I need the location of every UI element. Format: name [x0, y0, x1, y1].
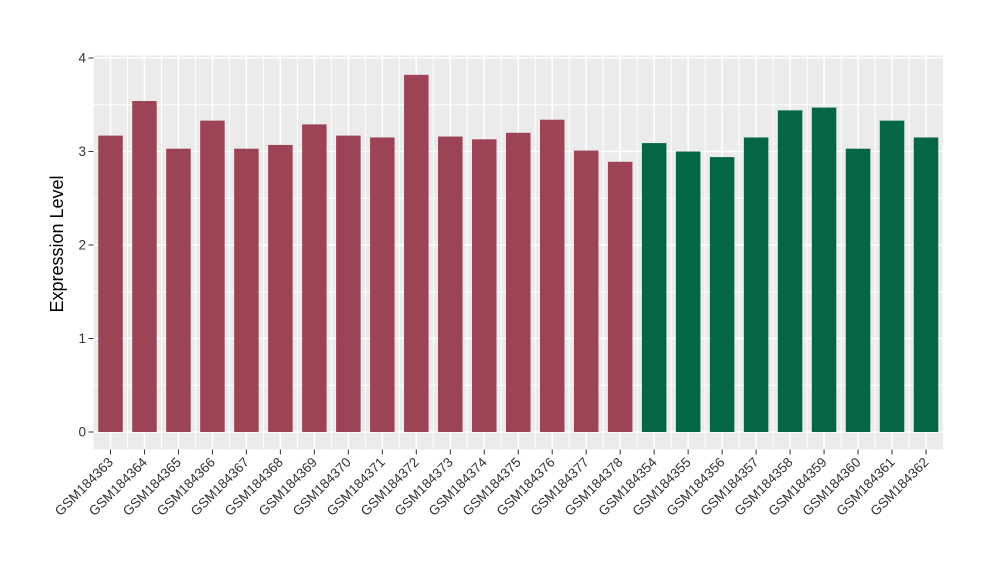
bar-GSM184370	[336, 135, 361, 433]
bar-GSM184355	[675, 151, 701, 432]
bar-GSM184357	[743, 137, 769, 432]
bar-GSM184369	[302, 124, 327, 432]
y-tick-label-3: 3	[78, 144, 86, 159]
bar-GSM184356	[709, 157, 735, 433]
bar-GSM184377	[573, 150, 599, 432]
y-tick-label-4: 4	[78, 51, 86, 66]
bar-GSM184376	[539, 119, 565, 433]
bar-GSM184375	[506, 132, 531, 433]
y-tick-label-1: 1	[78, 331, 86, 346]
bar-GSM184371	[370, 137, 395, 432]
bar-GSM184367	[234, 148, 259, 432]
bar-GSM184360	[845, 148, 871, 432]
bar-GSM184372	[404, 74, 429, 432]
bar-GSM184373	[438, 136, 463, 433]
bar-GSM184365	[166, 148, 191, 432]
bar-GSM184358	[777, 110, 803, 433]
y-tick-label-2: 2	[78, 238, 86, 253]
bar-GSM184368	[268, 144, 293, 432]
y-axis-title: Expression Level	[47, 175, 67, 312]
bar-GSM184366	[200, 120, 225, 433]
bar-GSM184363	[98, 135, 123, 433]
bars-layer	[98, 74, 939, 433]
bar-GSM184378	[607, 161, 633, 432]
bar-GSM184359	[811, 107, 837, 433]
bar-GSM184364	[132, 101, 157, 432]
bar-GSM184354	[641, 143, 667, 432]
bar-GSM184362	[913, 137, 939, 432]
bar-GSM184361	[879, 120, 905, 433]
y-tick-label-0: 0	[78, 425, 86, 440]
bar-GSM184374	[472, 139, 497, 432]
